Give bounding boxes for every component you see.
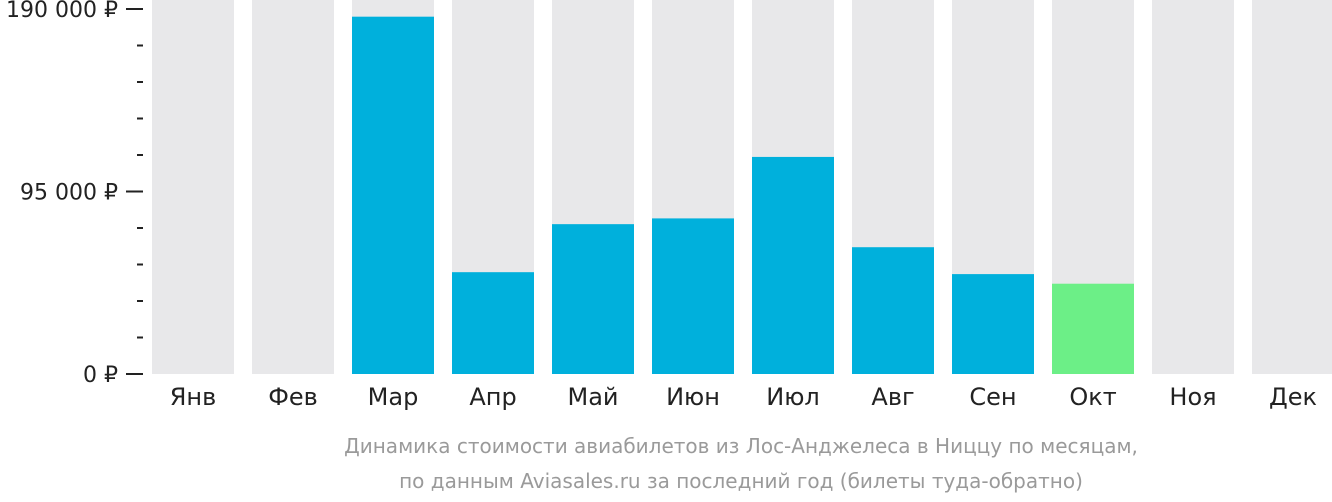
x-tick-label-3: Мар — [368, 383, 419, 411]
bar-5 — [552, 224, 634, 374]
x-tick-label-7: Июл — [766, 383, 820, 411]
x-tick-label-1: Янв — [170, 383, 217, 411]
x-tick-label-6: Июн — [666, 383, 720, 411]
bar-3 — [352, 16, 434, 375]
chart-caption-line-1: Динамика стоимости авиабилетов из Лос-Ан… — [344, 434, 1138, 458]
bar-10 — [1052, 283, 1134, 374]
x-tick-label-9: Сен — [969, 383, 1016, 411]
x-tick-label-2: Фев — [268, 383, 318, 411]
bar-background-12 — [1252, 0, 1332, 374]
x-tick-label-11: Ноя — [1169, 383, 1216, 411]
bar-background-2 — [252, 0, 334, 374]
bar-8 — [852, 247, 934, 374]
x-tick-label-8: Авг — [871, 383, 914, 411]
bar-background-11 — [1152, 0, 1234, 374]
bar-9 — [952, 274, 1034, 374]
y-tick-label-1: 0 ₽ — [83, 363, 118, 388]
bar-background-1 — [152, 0, 234, 374]
x-tick-label-4: Апр — [469, 383, 516, 411]
bar-7 — [752, 156, 834, 374]
chart-caption-line-2: по данным Aviasales.ru за последний год … — [399, 469, 1083, 493]
bar-6 — [652, 218, 734, 374]
x-tick-label-10: Окт — [1069, 383, 1116, 411]
y-tick-label-2: 95 000 ₽ — [20, 181, 118, 206]
y-tick-label-3: 190 000 ₽ — [6, 0, 118, 23]
bar-4 — [452, 272, 534, 374]
x-tick-label-5: Май — [567, 383, 618, 411]
x-tick-label-12: Дек — [1269, 383, 1317, 411]
